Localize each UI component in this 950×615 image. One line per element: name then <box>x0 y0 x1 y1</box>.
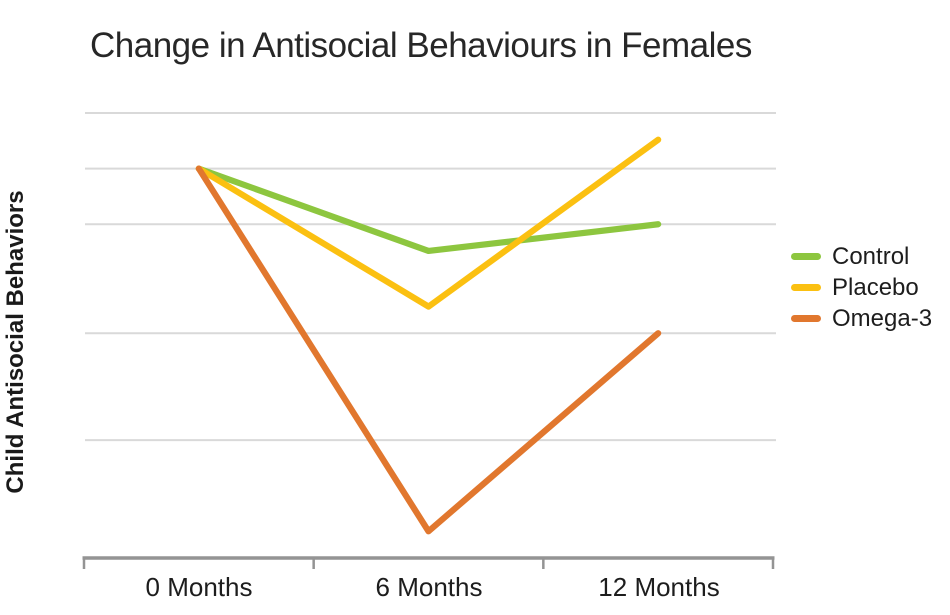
chart-legend: Control Placebo Omega-3 <box>791 241 932 334</box>
x-tick-label-12-months: 12 Months <box>598 572 720 602</box>
legend-label-omega-3: Omega-3 <box>832 304 933 332</box>
chart-title: Change in Antisocial Behaviours in Femal… <box>90 26 752 65</box>
legend-swatch-placebo <box>791 284 821 291</box>
x-tick-label-6-months: 6 Months <box>375 572 483 602</box>
legend-item-omega-3: Omega-3 <box>791 303 932 334</box>
legend-label-placebo: Placebo <box>832 273 919 301</box>
legend-item-control: Control <box>791 241 932 272</box>
legend-swatch-omega-3 <box>791 315 821 322</box>
legend-swatch-control <box>791 253 821 260</box>
legend-label-control: Control <box>832 242 910 270</box>
legend-item-placebo: Placebo <box>791 272 932 303</box>
x-tick-label-0-months: 0 Months <box>145 572 253 602</box>
